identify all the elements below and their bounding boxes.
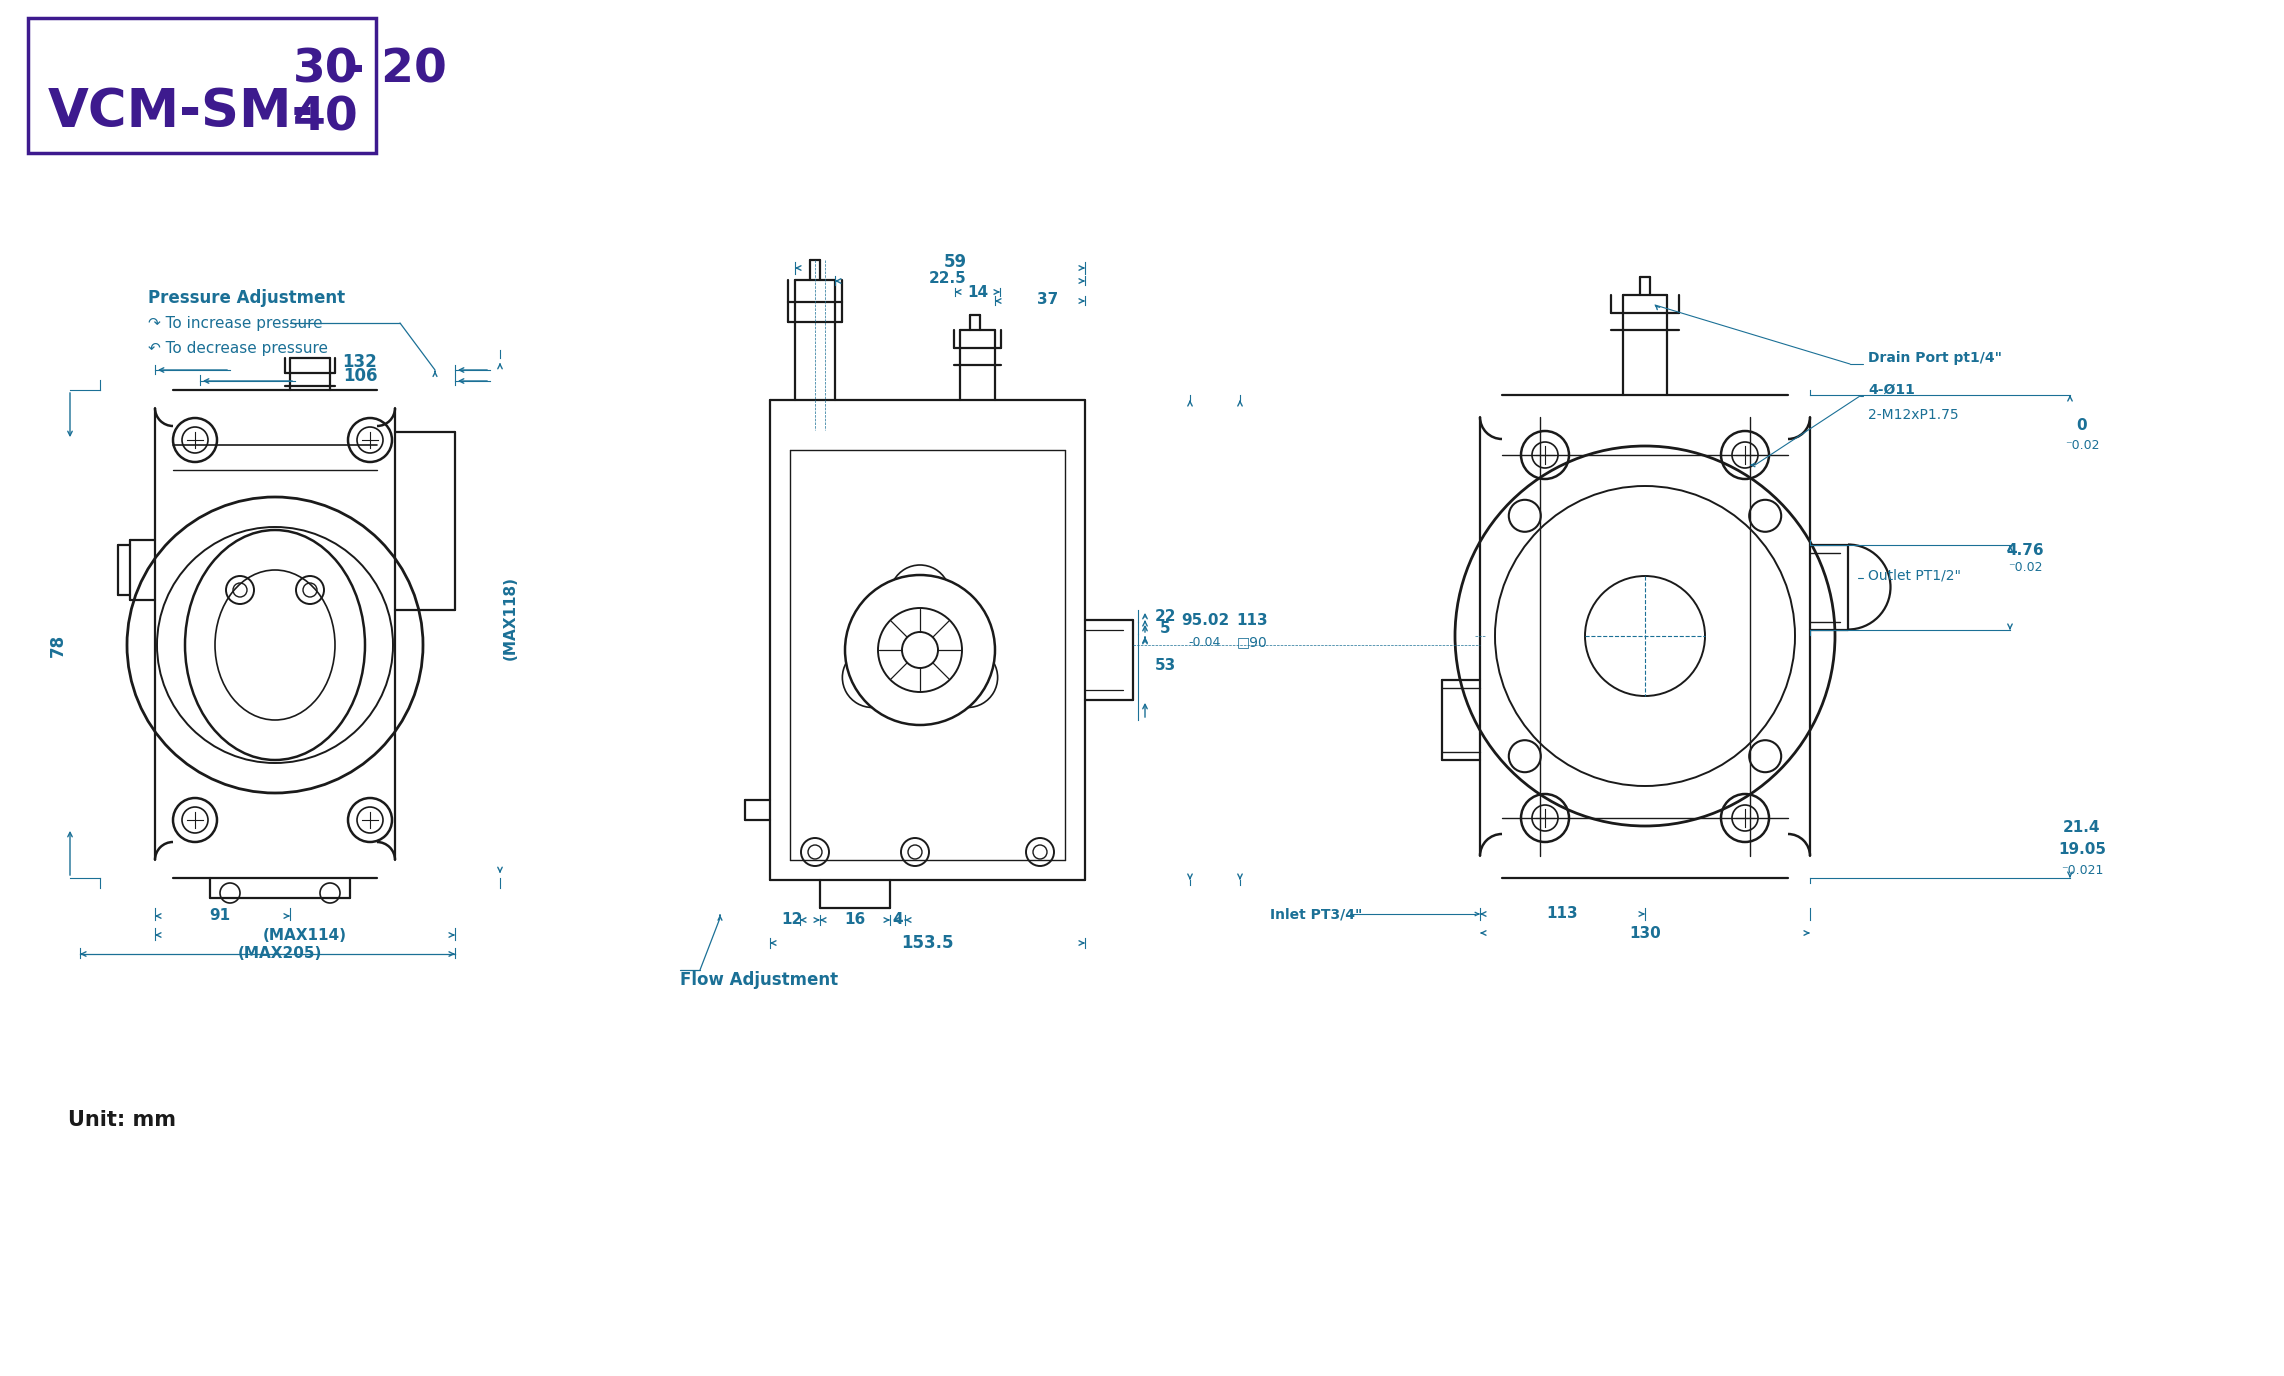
Text: 22: 22	[1153, 608, 1176, 623]
Text: (MAX114): (MAX114)	[263, 927, 347, 943]
Text: 106: 106	[343, 367, 377, 385]
Text: 4-Ø11: 4-Ø11	[1868, 383, 1914, 398]
Text: (MAX205): (MAX205)	[238, 947, 322, 962]
Text: 5: 5	[1160, 621, 1169, 636]
Text: -0.04: -0.04	[1188, 636, 1222, 648]
Text: 0: 0	[2076, 417, 2088, 432]
Text: 132: 132	[343, 354, 377, 372]
Text: Flow Adjustment: Flow Adjustment	[681, 971, 838, 989]
Text: ⁻0.02: ⁻0.02	[2065, 439, 2099, 451]
Text: Drain Port pt1/4": Drain Port pt1/4"	[1868, 351, 2003, 365]
Text: 40: 40	[292, 95, 359, 140]
Text: 2-M12xP1.75: 2-M12xP1.75	[1868, 409, 1960, 422]
Text: 113: 113	[1236, 612, 1268, 627]
Text: 113: 113	[1546, 907, 1578, 922]
Text: (MAX118): (MAX118)	[502, 577, 518, 660]
Text: Pressure Adjustment: Pressure Adjustment	[148, 289, 345, 307]
Text: 78: 78	[48, 633, 66, 656]
Bar	[27, 18, 377, 153]
Text: 12: 12	[781, 912, 802, 927]
Text: 53: 53	[1153, 658, 1176, 673]
Text: VCM-SM-: VCM-SM-	[48, 87, 315, 138]
Text: ⁻0.021: ⁻0.021	[2060, 864, 2104, 877]
Text: ↷ To increase pressure: ↷ To increase pressure	[148, 315, 322, 330]
Text: 4: 4	[893, 912, 902, 927]
Text: 37: 37	[1037, 292, 1057, 307]
Text: 91: 91	[210, 908, 231, 923]
Text: Outlet PT1/2": Outlet PT1/2"	[1868, 568, 1962, 582]
Text: 95.02: 95.02	[1181, 612, 1229, 627]
Text: Inlet PT3/4": Inlet PT3/4"	[1270, 907, 1361, 921]
Text: 19.05: 19.05	[2058, 842, 2106, 857]
Text: 59: 59	[943, 253, 966, 271]
Text: 130: 130	[1628, 926, 1660, 941]
Text: 16: 16	[845, 912, 866, 927]
Text: ↶ To decrease pressure: ↶ To decrease pressure	[148, 340, 329, 355]
Text: 4.76: 4.76	[2005, 542, 2044, 557]
Text: 21.4: 21.4	[2062, 820, 2101, 835]
Text: □90: □90	[1236, 634, 1268, 649]
Text: 22.5: 22.5	[930, 271, 966, 285]
Text: 14: 14	[968, 285, 989, 300]
Text: Unit: mm: Unit: mm	[69, 1110, 176, 1130]
Text: ⁻0.02: ⁻0.02	[2008, 560, 2042, 574]
Text: - 20: - 20	[345, 48, 448, 92]
Text: 153.5: 153.5	[900, 934, 952, 952]
Text: 30: 30	[292, 48, 359, 92]
